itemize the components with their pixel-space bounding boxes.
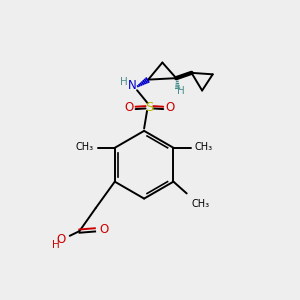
Text: H: H: [52, 240, 60, 250]
Text: H: H: [177, 85, 185, 95]
Text: CH₃: CH₃: [194, 142, 212, 152]
Text: CH₃: CH₃: [192, 199, 210, 209]
Text: N: N: [128, 79, 137, 92]
Text: O: O: [57, 233, 66, 247]
Text: S: S: [145, 101, 154, 114]
Text: O: O: [165, 101, 175, 114]
Text: H: H: [120, 77, 128, 87]
Text: CH₃: CH₃: [76, 142, 94, 152]
Text: O: O: [124, 101, 134, 114]
Text: O: O: [100, 223, 109, 236]
